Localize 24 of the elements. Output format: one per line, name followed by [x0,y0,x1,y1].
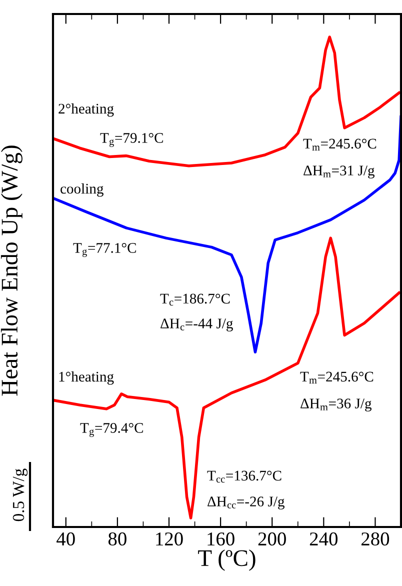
annotation: T$_{m}$=245.6°C [300,372,374,384]
annotation: T$_{c}$=186.7°C [160,294,230,306]
y-axis-title: Heat Flow Endo Up (W/g) [0,146,22,396]
x-tick-label: 40 [56,532,75,546]
x-tick-label: 240 [310,532,338,546]
annotation: ΔH$_{m}$=36 J/g [300,398,372,412]
x-tick-label: 120 [156,532,183,546]
annotation: ΔH$_{cc}$=-26 J/g [208,496,284,510]
annotation: 1°heating [59,371,114,385]
text: 0.5 W/g [12,468,28,522]
annotation: cooling [60,183,104,197]
annotation: T$_{m}$=245.6°C [303,138,376,150]
annotation: 2°heating [58,103,114,117]
annotation: ΔH$_{m}$=31 J/g [304,166,374,178]
annotation: ΔH$_{c}$=-44 J/g [160,318,233,332]
x-tick-label: 160 [208,532,234,546]
x-tick-label: 280 [361,532,390,546]
x-tick-label: 80 [108,532,126,546]
x-tick-label: 200 [258,532,286,546]
annotation: T$_{g}$=79.1°C [100,133,163,147]
annotation: T$_{g}$=79.4°C [80,423,143,437]
annotation: T$_{cc}$=136.7°C [207,470,282,483]
x-axis-title: T (ºC) [198,549,256,571]
annotation: T$_{g}$=77.1°C [73,243,136,257]
